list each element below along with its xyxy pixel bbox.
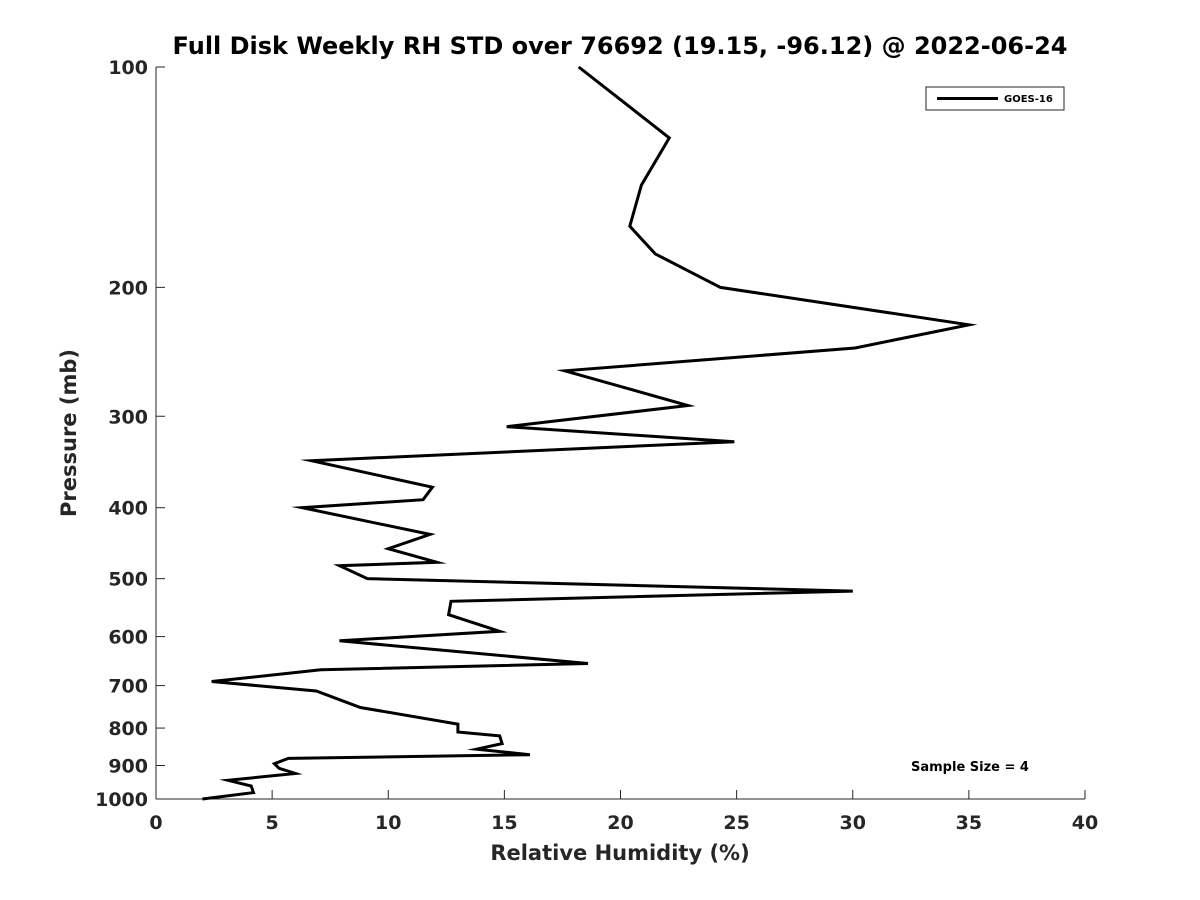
y-tick-label: 400 [108, 498, 148, 520]
x-tick-label: 20 [607, 812, 633, 834]
series-line [202, 65, 978, 801]
x-tick-label: 5 [266, 812, 279, 834]
y-tick-label: 900 [108, 756, 148, 778]
y-tick-label: 200 [108, 277, 148, 299]
x-axis-label: Relative Humidity (%) [490, 841, 749, 865]
x-tick-label: 10 [375, 812, 401, 834]
ticks: 0 5 10 15 20 25 30 35 40 100 200 300 400 500 600 700 800… [95, 57, 1098, 834]
x-tick-label: 30 [840, 812, 866, 834]
y-tick-label: 300 [108, 406, 148, 428]
y-tick-label: 800 [108, 718, 148, 740]
y-tick-label: 1000 [95, 789, 148, 811]
y-axis-label: Pressure (mb) [57, 349, 81, 517]
x-tick-label: 35 [956, 812, 982, 834]
x-tick-label: 15 [491, 812, 517, 834]
y-tick-label: 500 [108, 569, 148, 591]
y-tick-label: 600 [108, 627, 148, 649]
legend: GOES-16 [925, 86, 1065, 111]
x-tick-label: 25 [723, 812, 749, 834]
series [202, 65, 978, 801]
legend-entry-label: GOES-16 [1004, 94, 1053, 105]
y-tick-label: 700 [108, 676, 148, 698]
x-tick-label: 0 [149, 812, 162, 834]
y-tick-label: 100 [108, 57, 148, 79]
sample-size-annotation: Sample Size = 4 [911, 760, 1029, 775]
x-tick-label: 40 [1072, 812, 1098, 834]
chart-title: Full Disk Weekly RH STD over 76692 (19.1… [173, 32, 1068, 60]
